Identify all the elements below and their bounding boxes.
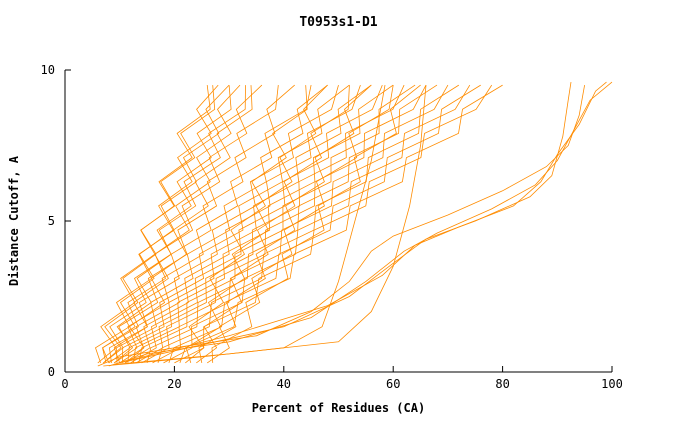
model-curve [211,84,421,363]
model-curve [179,84,503,364]
model-curve-outlier [119,82,572,364]
model-curve [141,84,427,364]
model-curve [135,84,405,364]
model-curve [102,84,263,363]
model-curve [196,85,350,364]
model-curve-outlier [114,85,427,365]
y-tick-label: 10 [41,63,55,77]
x-axis-title: Percent of Residues (CA) [252,401,425,415]
model-curve [185,84,328,364]
model-curve [168,84,481,364]
model-curve [138,84,416,363]
model-curve [124,84,361,364]
model-curve [103,85,246,364]
x-tick-label: 20 [167,377,181,391]
y-tick-label: 5 [48,214,55,228]
y-axis-title: Distance Cutoff, A [7,155,21,286]
model-curve [174,84,493,364]
model-curve [119,84,339,364]
model-curve [185,85,308,364]
model-curve [103,85,211,364]
x-tick-label: 60 [386,377,400,391]
chart-title: T0953s1-D1 [299,15,377,30]
model-curve [130,84,383,364]
model-curve [113,85,232,364]
model-curve-outlier [130,81,607,361]
model-curve [198,84,372,363]
model-curve [122,84,350,363]
model-curve [206,85,394,364]
model-curve [115,84,328,363]
x-tick-label: 40 [277,377,291,391]
model-curve [108,85,279,364]
y-tick-label: 0 [48,365,55,379]
model-curve [163,84,471,364]
x-tick-label: 100 [601,377,623,391]
model-curve [152,84,449,364]
model-curve [113,85,312,364]
model-curve [113,84,241,364]
model-curve [102,84,219,364]
model-curve-outlier [108,81,613,367]
model-curve [127,84,372,363]
x-tick-label: 0 [61,377,68,391]
x-tick-label: 80 [495,377,509,391]
model-curve [124,85,253,364]
